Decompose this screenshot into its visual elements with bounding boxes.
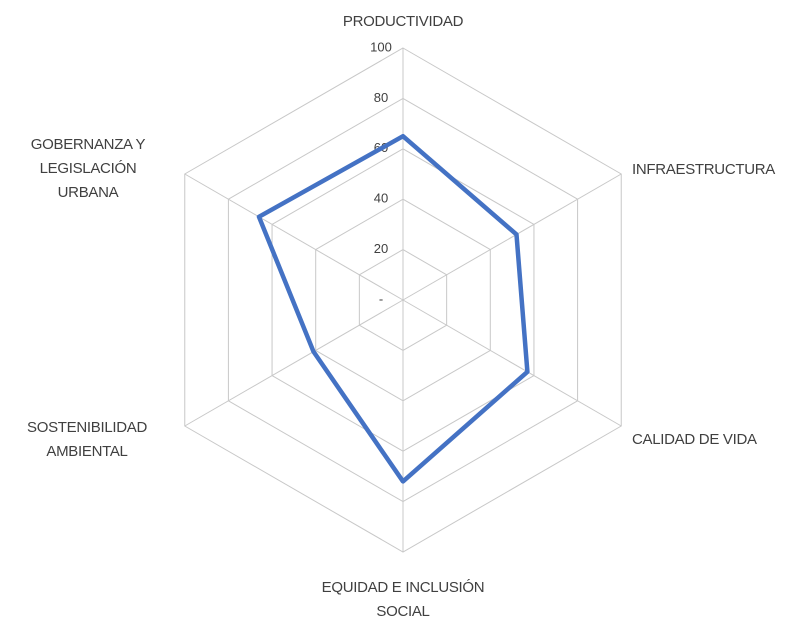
r-tick-label: 80 bbox=[374, 90, 388, 105]
axis-spoke bbox=[402, 173, 622, 301]
r-tick-label: 20 bbox=[374, 241, 388, 256]
r-tick-label: 40 bbox=[374, 191, 388, 206]
axis-spoke bbox=[184, 173, 404, 301]
category-label: PRODUCTIVIDAD bbox=[342, 13, 464, 30]
category-label: SOSTENIBILIDAD AMBIENTAL bbox=[27, 419, 147, 460]
axis-spoke bbox=[184, 299, 404, 427]
category-label: GOBERNANZA Y LEGISLACIÓN URBANA bbox=[30, 136, 146, 201]
category-label: EQUIDAD E INCLUSIÓN SOCIAL bbox=[321, 579, 485, 620]
category-label: CALIDAD DE VIDA bbox=[632, 431, 757, 448]
axis-spoke bbox=[402, 299, 622, 427]
r-tick-label: 100 bbox=[370, 39, 392, 54]
r-tick-label: - bbox=[379, 291, 383, 306]
category-label: INFRAESTRUCTURA bbox=[632, 161, 776, 178]
series-line bbox=[256, 133, 530, 484]
